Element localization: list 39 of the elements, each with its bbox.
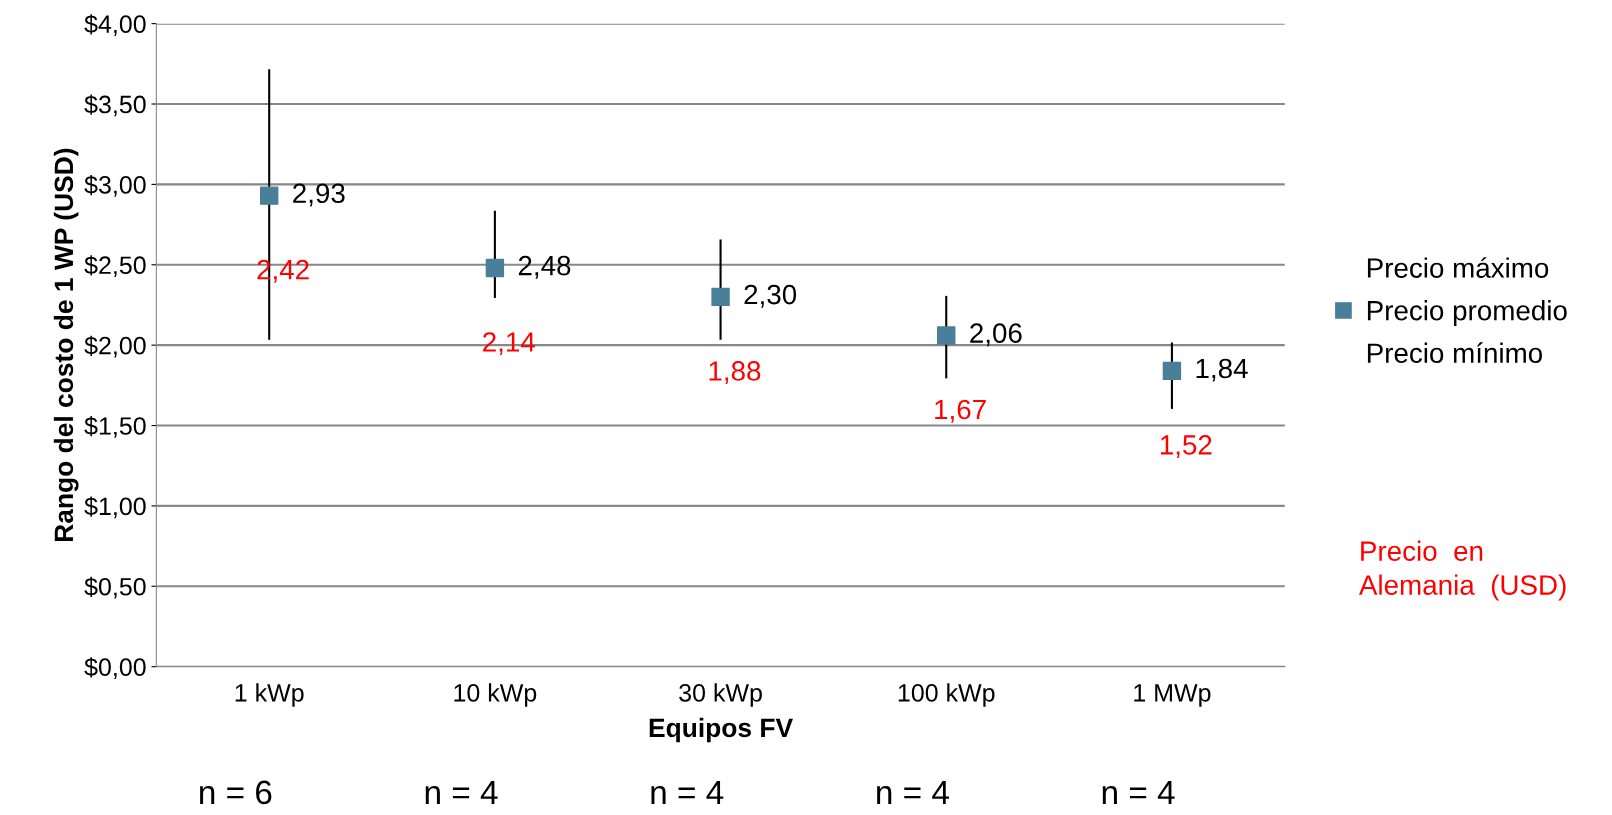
annotation: 1,88 [709, 361, 761, 385]
x-tick-label: 1 MWp [1134, 684, 1211, 707]
point [711, 287, 730, 307]
x-tick-label: 100 kWp [898, 683, 995, 707]
data-label: 1,84 [1196, 358, 1248, 382]
y-axis-title: Rango del costo de 1 WP (USD) [53, 148, 79, 542]
y-tick-label: $2,50 [84, 255, 146, 278]
annotation: 1,52 [1160, 435, 1212, 458]
y-tick-label: $4,00 [84, 14, 146, 36]
data-label: 2,06 [970, 323, 1022, 347]
data-label: 2,48 [518, 255, 571, 279]
y-tick-label: $2,00 [84, 335, 146, 358]
x-tick-label: 10 kWp [454, 683, 537, 707]
point [937, 326, 956, 345]
text: n = 4 [651, 780, 724, 804]
data-label: 2,93 [293, 183, 345, 207]
text: n = 4 [1102, 780, 1175, 804]
x-tick-label: 30 kWp [679, 683, 762, 707]
annotation: 1,67 [935, 399, 986, 423]
text: n = 6 [200, 780, 272, 805]
y-tick-label: $0,50 [84, 576, 146, 599]
text: Precio en Alemania (USD) [1358, 540, 1566, 601]
y-tick-label: $1,00 [84, 496, 146, 519]
point [260, 186, 279, 205]
text: n = 4 [877, 780, 949, 804]
data-label: 2,30 [744, 284, 797, 308]
annotation: 2,14 [483, 332, 535, 356]
y-tick-label: $0,00 [84, 657, 146, 679]
text: n = 4 [425, 780, 498, 804]
y-tick-label: $1,50 [84, 416, 146, 438]
text: Precio mínimo [1367, 342, 1543, 364]
y-tick-label: $3,00 [84, 174, 146, 197]
legend-label: Precio promedio [1367, 300, 1567, 326]
y-tick-label: $3,50 [84, 94, 146, 117]
x-tick-label: 1 kWp [235, 683, 304, 707]
point [1162, 361, 1182, 381]
x-axis-title: Equipos FV [649, 717, 793, 743]
text: Precio máximo [1367, 257, 1549, 278]
point [485, 258, 505, 278]
